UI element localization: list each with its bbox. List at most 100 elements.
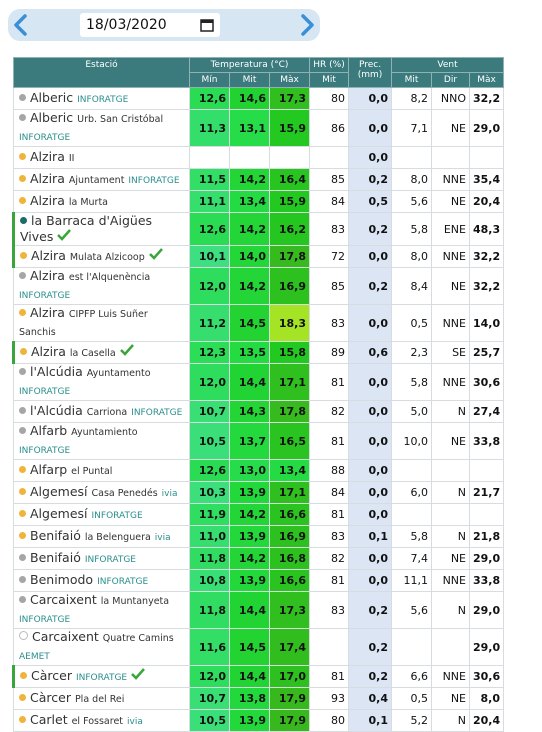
date-input[interactable]: 18/03/2020 xyxy=(80,13,220,37)
value-cell: 0,0 xyxy=(348,459,392,482)
status-dot xyxy=(19,715,26,723)
station-row: Benifaió INFORATGE 11,8 14,2 16,8 82 0,0 7,4 NE… xyxy=(13,547,505,570)
station-source: INFORATGE xyxy=(19,446,71,456)
value-cell: 0,0 xyxy=(348,422,392,460)
station-cell: Alzira la Murta xyxy=(13,190,190,213)
value-cell: 0,0 xyxy=(348,569,392,592)
station-name: Alfarp xyxy=(30,461,68,477)
value-cell: 8,2 xyxy=(391,87,432,110)
prev-day-button[interactable] xyxy=(10,13,32,37)
station-place: Urb. San Cristóbal xyxy=(77,114,164,125)
value-cell xyxy=(468,503,505,526)
value-cell: N xyxy=(431,591,470,629)
value-cell: 33,8 xyxy=(468,569,505,592)
station-source: INFORATGE xyxy=(19,133,71,143)
value-cell: 32,2 xyxy=(468,245,505,268)
verified-icon xyxy=(131,667,146,680)
station-name: la Barraca d'Aigües Vives xyxy=(20,213,153,244)
value-cell: 13,5 xyxy=(229,341,270,364)
station-row: Alzira Ajuntament INFORATGE 11,5 14,2 16,4 8… xyxy=(13,168,505,191)
station-place: la Belenguera xyxy=(84,531,151,543)
value-cell: 0,5 xyxy=(391,304,432,342)
value-cell: 29,0 xyxy=(468,591,505,629)
value-cell: 27,4 xyxy=(468,400,505,423)
value-cell: 81 xyxy=(309,363,349,401)
station-row: Alberic INFORATGE 12,6 14,6 17,3 80 0,0 8,2 NNO… xyxy=(13,87,505,110)
station-source: INFORATGE xyxy=(84,554,136,565)
status-dot xyxy=(19,487,26,495)
value-cell: 21,8 xyxy=(468,525,505,548)
value-cell: 10,3 xyxy=(189,481,230,504)
value-cell xyxy=(431,628,470,666)
value-cell: NNE xyxy=(431,245,470,268)
station-cell: Benimodo INFORATGE xyxy=(13,569,190,592)
value-cell: 14,2 xyxy=(229,267,270,305)
date-text: 18/03/2020 xyxy=(86,17,167,33)
value-cell: SE xyxy=(431,341,470,364)
value-cell: 93 xyxy=(309,687,349,710)
value-cell: 16,2 xyxy=(269,212,310,246)
header-cell: Dir xyxy=(431,72,470,88)
value-cell: N xyxy=(431,400,470,423)
value-cell: NE xyxy=(431,109,470,147)
value-cell xyxy=(309,628,349,666)
value-cell: 14,2 xyxy=(229,503,270,526)
value-cell: 10,7 xyxy=(189,687,230,710)
status-dot xyxy=(19,553,26,561)
value-cell: N xyxy=(431,481,470,504)
value-cell: 0,0 xyxy=(348,109,392,147)
value-cell: 13,1 xyxy=(229,109,270,147)
value-cell: 0,0 xyxy=(348,304,392,342)
station-source: ivia xyxy=(161,488,178,499)
status-dot xyxy=(19,693,26,701)
station-source: ivia xyxy=(127,716,143,727)
value-cell: NNE xyxy=(431,304,470,342)
station-row: la Barraca d'Aigües Vives 12,6 14,2 16,2 83 0… xyxy=(12,212,505,246)
next-day-button[interactable] xyxy=(296,13,318,37)
value-cell: 16,9 xyxy=(269,525,310,548)
header-cell: Màx xyxy=(269,72,310,88)
station-cell: Alzira Mulata Alzicoop xyxy=(12,245,190,268)
value-cell: 11,0 xyxy=(189,525,230,548)
value-cell: 11,3 xyxy=(189,109,230,147)
value-cell: NE xyxy=(431,190,470,213)
value-cell: 15,9 xyxy=(269,109,310,147)
value-cell: 12,3 xyxy=(189,341,230,364)
value-cell: 12,6 xyxy=(189,87,230,110)
value-cell: 0,0 xyxy=(348,400,392,423)
header-cell: Mit xyxy=(309,72,349,88)
value-cell: 82 xyxy=(309,400,349,423)
value-cell: 30,6 xyxy=(468,363,505,401)
value-cell: NNE xyxy=(431,569,470,592)
station-cell: l'Alcúdia Carriona INFORATGE xyxy=(13,400,190,423)
value-cell: 5,8 xyxy=(391,212,432,246)
value-cell: 85 xyxy=(309,168,349,191)
station-cell: Alzira CIPFP Luis Suñer Sanchis xyxy=(13,304,190,342)
value-cell: 20,4 xyxy=(468,709,505,732)
value-cell: NNE xyxy=(431,168,470,191)
station-cell: Alzira Ajuntament INFORATGE xyxy=(13,168,190,191)
status-dot xyxy=(19,631,28,640)
value-cell xyxy=(391,146,432,169)
station-cell: Algemesí INFORATGE xyxy=(13,503,190,526)
station-cell: l'Alcúdia Ayuntamento INFORATGE xyxy=(13,363,190,401)
header-cell: Vent xyxy=(390,57,505,73)
value-cell: 17,1 xyxy=(269,481,310,504)
value-cell: 25,7 xyxy=(468,341,505,364)
calendar-icon[interactable] xyxy=(200,18,214,32)
value-cell: 16,6 xyxy=(269,569,310,592)
station-row: Benimodo INFORATGE 10,8 13,9 16,6 81 0,0 11,1 N… xyxy=(13,569,505,592)
header-cell: Màx xyxy=(468,72,505,88)
header-cell[interactable]: Estació xyxy=(13,57,190,88)
value-cell: 12,6 xyxy=(189,212,230,246)
check-path xyxy=(119,343,134,356)
status-dot xyxy=(19,406,26,414)
station-place: CIPFP Luis Suñer Sanchis xyxy=(19,309,148,338)
station-source: INFORATGE xyxy=(91,510,143,521)
value-cell: 33,8 xyxy=(468,422,505,460)
value-cell: 0,4 xyxy=(348,687,392,710)
station-place: Mulata Alzicoop xyxy=(69,251,145,263)
station-row: Alzira Mulata Alzicoop 10,1 14,0 17,8 72 0,0 8… xyxy=(12,245,505,268)
header-cell: Mit xyxy=(391,72,432,88)
station-name: Alberic xyxy=(30,89,74,105)
